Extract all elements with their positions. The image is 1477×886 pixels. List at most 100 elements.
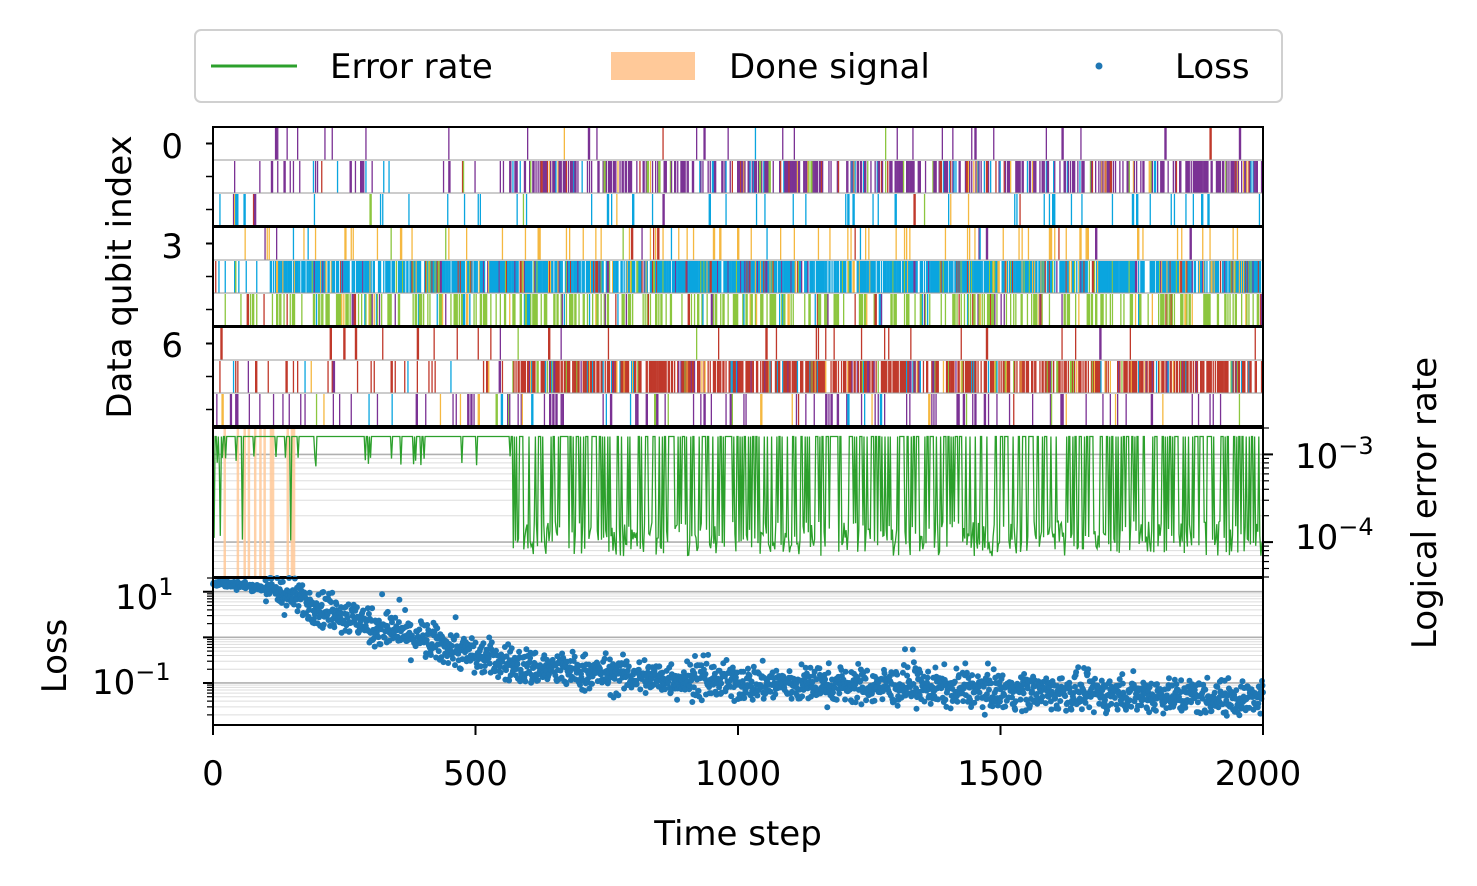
loss-point [611,675,618,682]
loss-point [825,660,832,667]
raster-event [1014,261,1016,293]
raster-event [583,294,585,326]
raster-event [1236,228,1239,260]
raster-event [541,261,543,293]
raster-event [678,261,680,293]
error-rate-ticks [1263,427,1273,578]
raster-event [884,394,886,426]
raster-event [931,261,933,293]
loss-point [577,681,583,688]
raster-event [1003,261,1005,293]
raster-event [931,361,933,393]
raster-event [531,394,534,426]
loss-point [569,648,576,655]
raster-event [1119,361,1121,393]
raster-event [1148,361,1151,393]
raster-event [900,161,903,193]
loss-point [563,681,570,688]
raster-event [1048,361,1051,393]
raster-event [520,261,522,293]
raster-event [646,261,648,293]
raster-event [1099,361,1101,393]
raster-event [833,294,836,326]
raster-event [807,261,809,293]
raster-event [521,394,523,426]
raster-event [1132,361,1135,393]
raster-event [1173,361,1176,393]
loss-point [407,621,414,628]
raster-event [764,161,766,193]
raster-event [718,328,720,360]
raster-event [1238,128,1242,160]
loss-point [620,651,626,658]
raster-event [368,394,370,426]
loss-point [1102,697,1108,703]
raster-event [507,394,509,426]
raster-event [556,394,558,426]
raster-event [1072,161,1075,193]
raster-event [890,161,892,193]
raster-event [844,361,847,393]
raster-event [850,361,852,393]
raster-event [787,161,789,193]
raster-event [911,261,913,293]
raster-event [609,161,613,193]
raster-event [1161,361,1163,393]
raster-event [459,394,462,426]
raster-event [325,261,327,293]
raster-event [840,361,843,393]
raster-event [357,261,360,293]
raster-event [573,361,576,393]
raster-event [669,261,672,293]
raster-event [1025,361,1027,393]
raster-event [784,294,786,326]
raster-event [348,261,350,293]
raster-event [301,261,303,293]
raster-event [725,394,727,426]
raster-event [628,228,631,260]
raster-event [861,261,864,293]
raster-event [942,261,945,293]
raster-event [964,261,967,293]
raster-event [286,261,288,293]
loss-point [1042,700,1049,707]
raster-event [403,261,405,293]
raster-event [566,361,569,393]
raster-event [615,161,617,193]
raster-event [1201,194,1204,226]
legend-done-signal-swatch [611,52,695,80]
raster-event [859,228,862,260]
raster-event [666,261,668,293]
raster-event [1048,228,1052,260]
raster-event [1004,261,1006,293]
raster-event [1202,228,1204,260]
raster-event [596,294,599,326]
legend: Error rate Done signal Loss [194,29,1283,103]
raster-event [743,394,745,426]
raster-event [792,294,794,326]
raster-event [893,361,895,393]
raster-event [458,294,460,326]
raster-event [927,261,929,293]
raster-event [879,394,883,426]
loss-point [1068,706,1075,713]
raster-event [1166,261,1168,293]
raster-event [903,228,906,260]
raster-event [569,228,571,260]
raster-event [528,361,530,393]
raster-event [398,294,401,326]
raster-event [328,261,330,293]
raster-event [958,361,960,393]
raster-event [1160,161,1163,193]
raster-event [1002,261,1004,293]
raster-event [910,161,912,193]
raster-event [270,161,274,193]
raster-event [591,261,593,293]
raster-event [1183,361,1185,393]
raster-event [737,261,739,293]
raster-event [655,228,657,260]
raster-event [749,161,751,193]
loss-point [1202,709,1209,716]
raster-event [1188,261,1190,293]
loss-point [320,589,327,595]
